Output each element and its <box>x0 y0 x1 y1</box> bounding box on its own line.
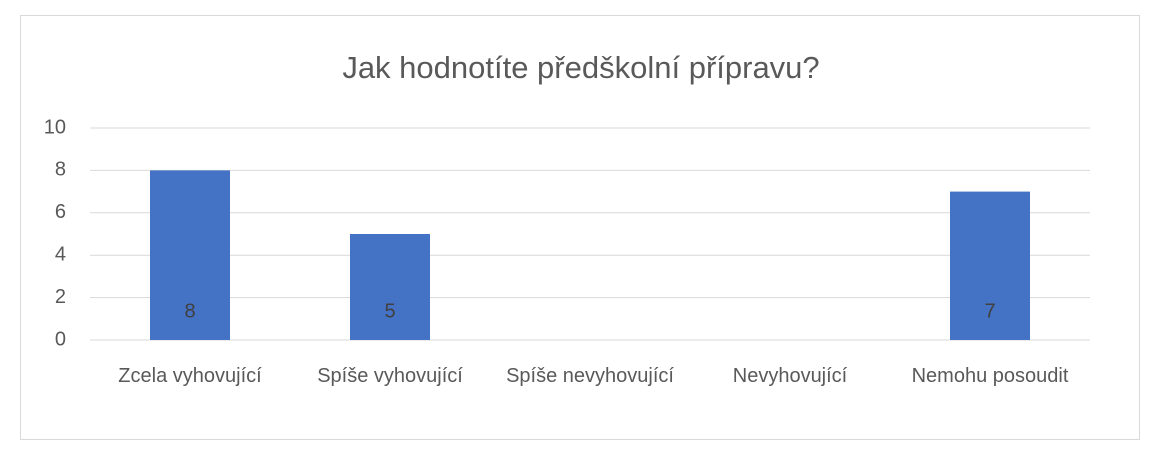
x-tick-label: Spíše nevyhovující <box>506 365 674 387</box>
bar <box>150 170 230 340</box>
y-tick-label: 2 <box>55 286 66 308</box>
bar <box>350 234 430 340</box>
y-tick-label: 10 <box>44 116 66 138</box>
y-tick-label: 6 <box>55 201 66 223</box>
bar <box>950 191 1030 340</box>
x-tick-label: Spíše vyhovující <box>317 365 463 387</box>
data-label: 5 <box>384 300 395 322</box>
data-label: 7 <box>984 300 995 322</box>
y-tick-label: 8 <box>55 159 66 181</box>
x-tick-label: Zcela vyhovující <box>118 365 262 387</box>
x-tick-label: Nevyhovující <box>732 365 848 387</box>
y-tick-label: 4 <box>55 243 66 265</box>
y-tick-label: 0 <box>55 328 66 350</box>
data-label: 8 <box>184 300 195 322</box>
x-tick-label: Nemohu posoudit <box>911 365 1069 387</box>
chart-title: Jak hodnotíte předškolní přípravu? <box>342 50 819 85</box>
